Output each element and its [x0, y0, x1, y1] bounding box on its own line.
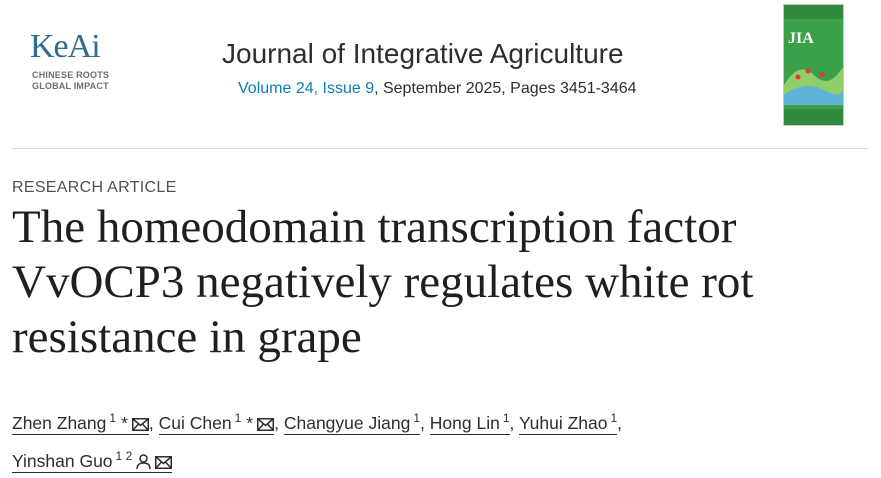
affiliation-number: 1 [502, 411, 510, 425]
email-icon[interactable] [257, 417, 275, 431]
author-name[interactable]: Changyue Jiang [283, 412, 411, 433]
affiliation: 1 [109, 411, 116, 425]
author-name[interactable]: Yuhui Zhao [518, 412, 608, 433]
publisher-tagline: GLOBAL IMPACT [32, 81, 109, 91]
separator: , [617, 412, 623, 433]
author-name[interactable]: Zhen Zhang [12, 412, 107, 433]
author[interactable]: Changyue Jiang 1 [283, 411, 421, 435]
affiliation-number: 1 [234, 411, 242, 425]
affiliation-number: 1 [109, 411, 117, 425]
affiliation-number: 2 [125, 448, 133, 463]
article-type: RESEARCH ARTICLE [12, 179, 177, 196]
affiliation: 1 2 [116, 449, 133, 463]
divider [12, 148, 868, 149]
author-list: Zhen Zhang 1 *, Cui Chen 1 *, Changyue Jiang… [12, 402, 782, 478]
author[interactable]: Cui Chen 1 * [158, 411, 275, 435]
separator: , [509, 412, 515, 433]
email-icon[interactable] [131, 417, 149, 431]
author[interactable]: Yuhui Zhao 1 [518, 411, 618, 435]
author-name[interactable]: Cui Chen [158, 412, 232, 433]
corresponding-marker: * [246, 412, 254, 433]
affiliation-number: 1 [413, 411, 421, 425]
author[interactable]: Hong Lin 1 [429, 411, 510, 435]
affiliation: 1 [503, 411, 510, 425]
person-icon[interactable] [136, 453, 151, 469]
affiliation: 1 [235, 411, 242, 425]
author-name[interactable]: Yinshan Guo [12, 450, 113, 471]
author-name[interactable]: Hong Lin [429, 412, 500, 433]
affiliation-number: 1 [610, 411, 618, 425]
separator: , [420, 412, 425, 433]
separator: , [148, 412, 154, 433]
journal-title[interactable]: Journal of Integrative Agriculture [222, 38, 624, 69]
author[interactable]: Zhen Zhang 1 * [12, 411, 149, 435]
affiliation: 1 [413, 411, 420, 425]
article-title: The homeodomain transcription factor VvO… [12, 201, 754, 363]
author[interactable]: Yinshan Guo 1 2 [12, 449, 173, 473]
corresponding-marker: * [121, 412, 128, 433]
issue-info: Volume 24, Issue 9, September 2025, Page… [238, 80, 637, 98]
cover-label: JIA [788, 30, 814, 47]
email-icon[interactable] [155, 455, 173, 469]
issue-details: , September 2025, Pages 3451-3464 [374, 80, 637, 97]
journal-cover[interactable]: JIA [783, 4, 844, 126]
publisher-tagline: CHINESE ROOTS [32, 70, 110, 80]
issue-link[interactable]: Volume 24, Issue 9 [238, 80, 375, 97]
separator: , [274, 412, 279, 433]
affiliation-number: 1 [115, 448, 123, 463]
affiliation: 1 [610, 411, 617, 425]
cover-art: JIA [784, 5, 844, 125]
publisher-logo[interactable]: KeAi [30, 28, 101, 65]
